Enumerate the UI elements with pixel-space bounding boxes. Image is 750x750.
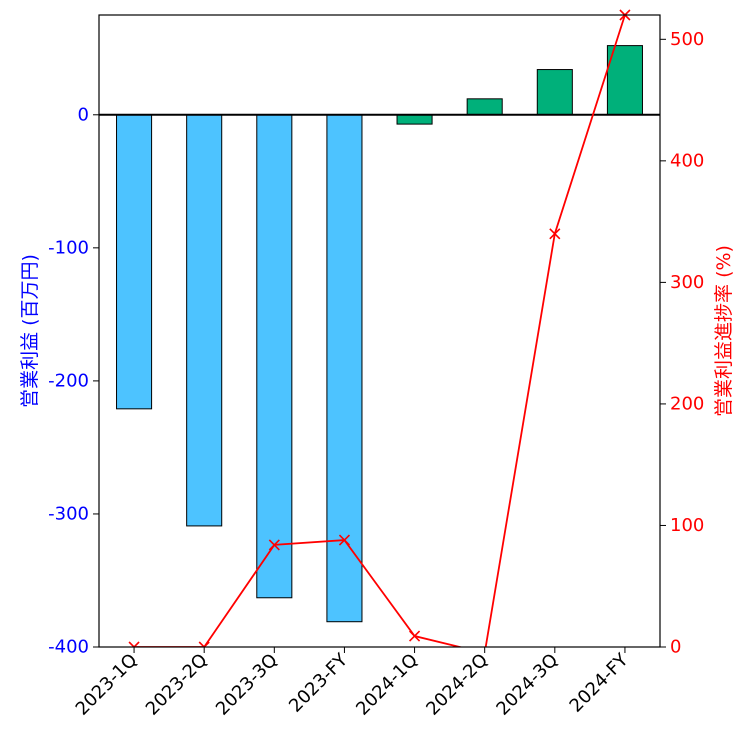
x-tick-label: 2024-FY	[566, 649, 634, 717]
bar-2023-3Q	[256, 114, 293, 599]
left-tick-label: -200	[48, 370, 89, 391]
x-tick-label: 2024-2Q	[422, 650, 492, 720]
left-tick-label: -400	[48, 637, 89, 658]
progress-marker-2023-FY	[338, 534, 351, 546]
right-tick-label: 200	[670, 393, 704, 414]
bar-2023-1Q	[116, 114, 153, 410]
right-tick-label: 400	[670, 150, 704, 171]
right-axis: 0 100 200 300 400 500	[660, 29, 704, 658]
left-tick-label: 0	[78, 104, 89, 125]
progress-marker-2024-1Q	[408, 630, 421, 642]
x-tick-label: 2023-3Q	[212, 650, 282, 720]
right-tick-label: 300	[670, 272, 704, 293]
right-tick-label: 0	[670, 637, 681, 658]
left-axis-label: 営業利益 (百万円)	[19, 254, 41, 408]
progress-marker-2023-2Q	[198, 641, 210, 647]
bars	[116, 45, 643, 623]
x-tick-label: 2024-3Q	[492, 650, 562, 720]
progress-marker-2023-3Q	[268, 539, 280, 551]
progress-line	[134, 14, 626, 647]
x-tick-label: 2023-FY	[285, 649, 353, 717]
bar-2023-2Q	[186, 114, 223, 527]
x-tick-label: 2024-1Q	[352, 650, 422, 720]
left-tick-label: -300	[48, 503, 89, 524]
bar-2024-FY	[606, 45, 643, 116]
bar-2024-2Q	[466, 98, 503, 116]
progress-line-series	[128, 9, 631, 647]
left-axis: -400 -300 -200 -100 0	[48, 104, 99, 658]
bar-2024-3Q	[536, 69, 573, 116]
right-tick-label: 500	[670, 29, 704, 50]
x-axis: 2023-1Q 2023-2Q 2023-3Q 2023-FY 2024-1Q 2024-…	[72, 647, 634, 720]
x-tick-label: 2023-1Q	[72, 650, 142, 720]
right-tick-label: 100	[670, 515, 704, 536]
left-tick-label: -100	[48, 237, 89, 258]
progress-marker-2024-3Q	[549, 228, 561, 240]
plot-frame	[98, 14, 661, 648]
bar-2024-1Q	[396, 114, 433, 125]
right-axis-label: 営業利益進捗率 (%)	[713, 245, 735, 417]
bar-2023-FY	[326, 114, 363, 623]
x-tick-label: 2023-2Q	[142, 650, 212, 720]
progress-marker-2023-1Q	[128, 641, 140, 647]
